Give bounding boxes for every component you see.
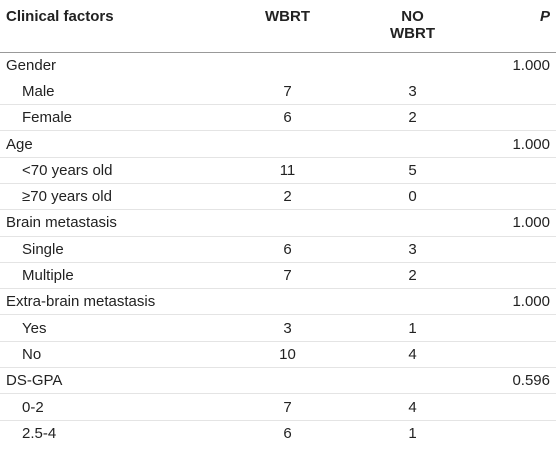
table-cell: 2 bbox=[230, 182, 345, 210]
table-cell bbox=[230, 51, 345, 79]
table-cell bbox=[230, 130, 345, 158]
table-row: Extra-brain metastasis 1.000 bbox=[0, 288, 556, 315]
table-cell: 1.000 bbox=[480, 51, 556, 79]
table-row: Brain metastasis 1.000 bbox=[0, 209, 556, 237]
table-cell bbox=[480, 182, 556, 210]
table-cell: Age bbox=[0, 130, 230, 158]
table-cell: Brain metastasis bbox=[0, 209, 230, 237]
table-cell: Male bbox=[22, 82, 55, 100]
table-cell: 6 bbox=[230, 419, 345, 447]
table-cell: 7 bbox=[230, 261, 345, 289]
table-cell: Multiple bbox=[0, 261, 230, 289]
table-cell bbox=[230, 367, 345, 394]
table-cell bbox=[345, 288, 480, 315]
table-cell: 7 bbox=[283, 82, 292, 100]
table-cell bbox=[480, 156, 556, 184]
table-cell bbox=[345, 51, 480, 79]
table-cell bbox=[480, 340, 556, 368]
table-cell bbox=[480, 419, 556, 447]
table-row: Gender 1.000 bbox=[0, 51, 556, 79]
table-cell: 1.000 bbox=[480, 209, 556, 237]
table-cell: No bbox=[0, 340, 230, 368]
header-row: Clinical factors WBRT NO WBRT P bbox=[0, 0, 556, 53]
table-cell: Single bbox=[0, 235, 230, 263]
table-cell bbox=[345, 367, 480, 394]
table-cell: Yes bbox=[0, 314, 230, 342]
table-row: <70 years old 11 5 bbox=[0, 156, 556, 184]
table-cell: 5 bbox=[345, 156, 480, 184]
table-cell: 6 bbox=[230, 235, 345, 263]
table-row: Age 1.000 bbox=[0, 130, 556, 158]
table-cell bbox=[480, 393, 556, 421]
table-cell: 4 bbox=[345, 393, 480, 421]
table-cell: 7 bbox=[230, 393, 345, 421]
table-row: 0-2 7 4 bbox=[0, 393, 556, 421]
table-row: 2.5-4 6 1 bbox=[0, 419, 556, 447]
table-row: Multiple 7 2 bbox=[0, 261, 556, 289]
table-cell: 11 bbox=[230, 156, 345, 184]
table-cell: <70 years old bbox=[0, 156, 230, 184]
table-body: Gender 1.000 Male 7 3 Female 6 2 Age 1.000 <70 yea… bbox=[0, 51, 556, 447]
table-row: Single 6 3 bbox=[0, 235, 556, 263]
table-cell bbox=[480, 261, 556, 289]
table-cell bbox=[480, 78, 556, 104]
table-cell: 4 bbox=[345, 340, 480, 368]
table-cell bbox=[345, 209, 480, 237]
table-cell: Gender bbox=[0, 51, 230, 79]
table-cell: 1.000 bbox=[480, 130, 556, 158]
table-cell: 2 bbox=[345, 261, 480, 289]
header-cell: NO WBRT bbox=[345, 0, 480, 53]
header-text: NO WBRT bbox=[390, 8, 435, 42]
table-cell bbox=[345, 130, 480, 158]
table-row: Yes 3 1 bbox=[0, 314, 556, 342]
table-cell: 0 bbox=[345, 182, 480, 210]
table-cell: ≥70 years old bbox=[0, 182, 230, 210]
table-cell bbox=[230, 288, 345, 315]
table-cell: 3 bbox=[230, 314, 345, 342]
table-cell: 10 bbox=[230, 340, 345, 368]
table-row: DS-GPA 0.596 bbox=[0, 367, 556, 394]
table-cell: 1.000 bbox=[480, 288, 556, 315]
table-cell: Female bbox=[0, 104, 230, 131]
table-cell: 1 bbox=[345, 314, 480, 342]
table-cell: 3 bbox=[408, 82, 417, 100]
table-row: No 10 4 bbox=[0, 340, 556, 368]
table-cell: 0-2 bbox=[0, 393, 230, 421]
table-cell: 2.5-4 bbox=[0, 419, 230, 447]
data-table: Clinical factors WBRT NO WBRT P Gender 1.… bbox=[0, 0, 556, 447]
header-cell: WBRT bbox=[230, 0, 345, 53]
table-cell: 3 bbox=[345, 235, 480, 263]
table-cell bbox=[480, 235, 556, 263]
table-cell: 0.596 bbox=[480, 367, 556, 394]
table-row: ≥70 years old 2 0 bbox=[0, 182, 556, 210]
table-cell: 6 bbox=[230, 104, 345, 131]
table-cell: 2 bbox=[345, 104, 480, 131]
header-cell: Clinical factors bbox=[0, 0, 230, 53]
table-row: Male 7 3 bbox=[0, 78, 556, 104]
table-cell bbox=[480, 314, 556, 342]
table-cell bbox=[480, 104, 556, 131]
table-cell: 1 bbox=[345, 419, 480, 447]
table-row: Female 6 2 bbox=[0, 104, 556, 131]
table-cell: DS-GPA bbox=[0, 367, 230, 394]
header-cell: P bbox=[480, 0, 556, 53]
table-cell bbox=[230, 209, 345, 237]
table-cell: Extra-brain metastasis bbox=[0, 288, 230, 315]
